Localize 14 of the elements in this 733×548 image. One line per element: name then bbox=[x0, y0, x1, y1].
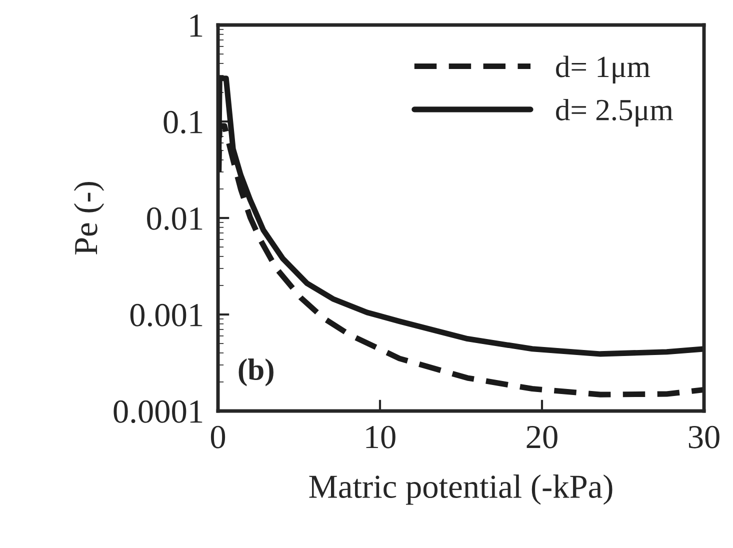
x-axis-title: Matric potential (-kPa) bbox=[309, 474, 612, 505]
legend-label: d= 1μm bbox=[556, 56, 650, 84]
y-tick-label: 0.0001 bbox=[114, 400, 202, 424]
y-tick-label: 1 bbox=[190, 14, 202, 37]
y-tick-label: 0.001 bbox=[130, 304, 202, 327]
y-tick-label: 0.1 bbox=[164, 110, 202, 134]
x-tick-label: 30 bbox=[688, 426, 720, 448]
y-tick-label: 0.01 bbox=[147, 207, 202, 230]
annotation: (b) bbox=[238, 358, 274, 386]
x-tick-label: 0 bbox=[210, 426, 226, 448]
x-tick-label: 10 bbox=[366, 426, 396, 448]
x-tick-label: 20 bbox=[526, 426, 558, 448]
y-axis-title: Pe (-) bbox=[74, 182, 104, 255]
legend-label: d= 2.5μm bbox=[556, 98, 673, 127]
